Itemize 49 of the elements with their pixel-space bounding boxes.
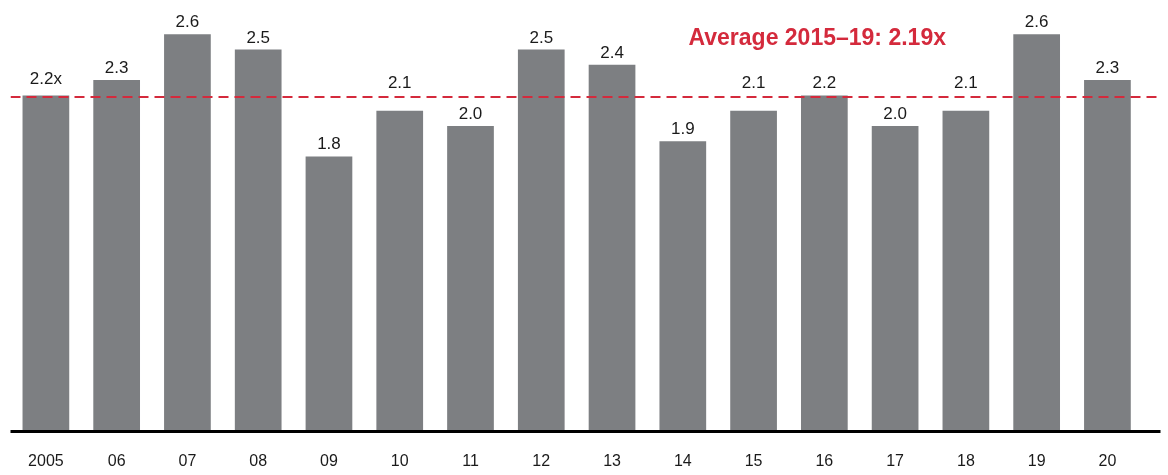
data-label: 2.2x — [29, 69, 63, 89]
bar — [730, 110, 777, 432]
bar — [659, 141, 707, 432]
x-tick-label: 16 — [815, 451, 834, 469]
bar — [800, 95, 848, 432]
bar — [93, 80, 141, 432]
x-tick-label: 11 — [462, 451, 479, 469]
bar — [588, 64, 636, 432]
x-tick-label: 06 — [107, 451, 126, 469]
data-label: 2.5 — [529, 27, 554, 47]
x-tick-label: 09 — [320, 451, 338, 469]
data-label: 2.3 — [1095, 58, 1120, 78]
x-tick-label: 17 — [886, 451, 905, 469]
bar — [164, 34, 211, 432]
data-label: 2.1 — [387, 72, 412, 92]
x-tick-label: 14 — [673, 451, 692, 469]
data-label: 1.8 — [317, 134, 341, 154]
x-tick-label: 10 — [390, 451, 409, 469]
bar — [1013, 34, 1061, 432]
bar — [234, 49, 282, 432]
data-label: 2.6 — [1024, 12, 1049, 32]
ref-line-label: Average 2015–19: 2.19x — [688, 23, 947, 50]
data-label: 2.0 — [458, 103, 483, 123]
x-tick-label: 12 — [532, 451, 551, 469]
data-label: 2.4 — [600, 42, 624, 62]
bar — [517, 49, 565, 432]
data-label: 1.9 — [670, 119, 695, 139]
data-label: 2.2 — [812, 73, 837, 93]
bar — [22, 95, 70, 432]
x-tick-label: 20 — [1098, 451, 1117, 469]
x-tick-label: 18 — [956, 451, 975, 469]
x-tick-label: 19 — [1027, 451, 1046, 469]
data-label: 2.1 — [954, 72, 978, 92]
data-label: 2.0 — [883, 103, 907, 123]
data-label: 2.5 — [246, 27, 271, 47]
data-label: 2.6 — [175, 12, 200, 32]
bar — [942, 110, 990, 432]
x-tick-label: 2005 — [28, 451, 64, 469]
x-tick-label: 07 — [178, 451, 197, 469]
data-label: 2.3 — [104, 58, 129, 78]
data-label: 2.1 — [741, 72, 766, 92]
x-tick-label: 15 — [744, 451, 763, 469]
bar — [1084, 80, 1131, 432]
x-tick-label: 13 — [603, 451, 622, 469]
bar — [305, 156, 353, 432]
bar — [871, 125, 919, 432]
bar — [447, 125, 494, 432]
x-tick-label: 08 — [249, 451, 268, 469]
bar — [376, 110, 424, 432]
